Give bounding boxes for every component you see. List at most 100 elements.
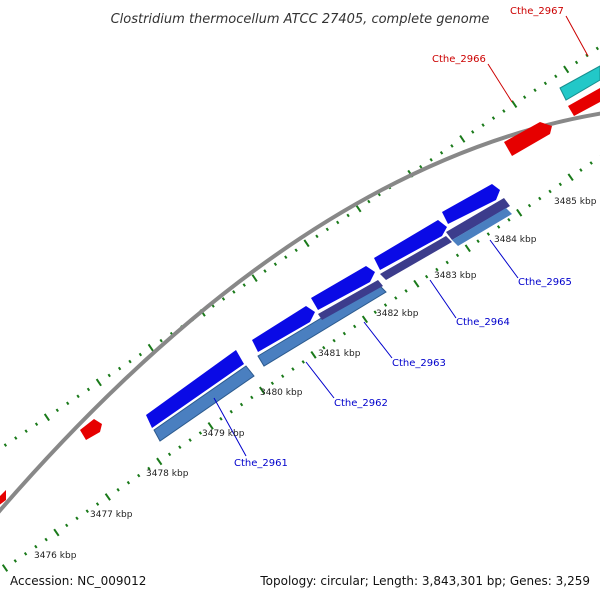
inner-row-tick [435, 267, 439, 272]
gene-cthe-2965-outer[interactable] [442, 184, 500, 224]
gene-label-cthe-2965[interactable]: Cthe_2965 [518, 277, 572, 288]
inner-row-tick [589, 161, 593, 165]
gene-cthe-2963-inner[interactable] [318, 280, 383, 320]
outer-row-tick [419, 164, 423, 169]
outer-row-tick [24, 429, 28, 433]
gene-label-cthe-2966[interactable]: Cthe_2966 [432, 54, 486, 65]
outer-row-tick [76, 394, 80, 399]
inner-row-tick [301, 360, 305, 364]
gene-red-small[interactable] [80, 419, 102, 440]
outer-row-tick [459, 135, 466, 143]
outer-row-tick [574, 60, 579, 65]
outer-row-tick [563, 65, 570, 74]
outer-row-tick [533, 88, 537, 93]
gene-label-cthe-2962[interactable]: Cthe_2962 [334, 398, 388, 409]
gene-cthe-2965-inner-a[interactable] [446, 198, 510, 240]
outer-row-tick [3, 443, 8, 447]
outer-row-tick [232, 290, 236, 294]
tick-rows [1, 46, 600, 572]
gene-label-cthe-2961[interactable]: Cthe_2961 [234, 458, 288, 469]
outer-row-tick [43, 413, 50, 422]
red-callout-lines [487, 15, 589, 103]
outer-row-tick [242, 283, 246, 287]
outer-row-tick [450, 144, 454, 148]
outer-row-tick [86, 387, 91, 392]
gene-cthe-2961-inner[interactable] [153, 365, 255, 442]
outer-row-tick [294, 248, 298, 253]
kbp-label-3484: 3484 kbp [494, 235, 537, 245]
outer-row-tick [543, 81, 548, 86]
inner-row-tick [361, 315, 369, 324]
inner-row-tick [53, 528, 60, 537]
inner-row-tick [280, 374, 285, 378]
inner-row-tick [13, 559, 17, 563]
outer-row-tick [439, 151, 444, 155]
inner-row-tick [34, 544, 38, 549]
outer-row-tick [522, 95, 527, 99]
outer-row-tick [55, 408, 59, 413]
inner-row-tick [394, 296, 398, 300]
kbp-label-3481: 3481 kbp [318, 349, 361, 359]
gene-label-cthe-2963[interactable]: Cthe_2963 [392, 358, 446, 369]
gene-label-cthe-2964[interactable]: Cthe_2964 [456, 317, 510, 328]
inner-row-tick [23, 551, 28, 556]
inner-row-tick [126, 480, 131, 485]
gene-callout-lines [213, 239, 519, 457]
inner-row-tick [445, 260, 449, 265]
inner-row-tick [137, 473, 141, 478]
gene-red-left-edge[interactable] [0, 490, 6, 506]
outer-row-tick [491, 116, 496, 120]
outer-row-tick [221, 297, 226, 301]
accession-text: Accession: NC_009012 [10, 574, 146, 588]
outer-row-tick [159, 338, 163, 343]
inner-row-tick [198, 431, 203, 435]
outer-row-tick [263, 269, 267, 273]
inner-row-tick [259, 386, 266, 395]
inner-row-tick [167, 452, 172, 457]
inner-row-tick [413, 279, 420, 288]
gene-cthe-2964-outer[interactable] [374, 220, 447, 270]
gene-red-far-right[interactable] [568, 88, 600, 116]
gene-cthe-2967[interactable] [559, 65, 600, 101]
outer-row-tick [284, 255, 288, 260]
inner-row-tick [342, 331, 347, 336]
gene-cthe-2961-outer[interactable] [146, 350, 244, 428]
outer-row-tick [147, 343, 154, 352]
outer-row-tick [95, 378, 102, 387]
inner-row-tick [1, 564, 9, 572]
outer-row-tick [336, 220, 340, 225]
gene-features [0, 65, 600, 506]
inner-row-tick [567, 173, 574, 182]
kbp-label-3482: 3482 kbp [376, 309, 419, 319]
inner-row-tick [496, 225, 501, 229]
gene-cthe-2966[interactable] [504, 122, 552, 156]
inner-row-tick [322, 345, 326, 350]
outer-row-tick [34, 422, 39, 426]
gene-cthe-2964-inner[interactable] [380, 236, 452, 280]
gene-cthe-2965-inner-b[interactable] [452, 208, 512, 246]
kbp-label-3478: 3478 kbp [146, 469, 189, 479]
outer-row-tick [367, 199, 371, 204]
map-title: Clostridium thermocellum ATCC 27405, com… [111, 12, 490, 27]
gene-labels: Cthe_2961 Cthe_2962 Cthe_2963 Cthe_2964 Cthe… [234, 6, 572, 469]
inner-row-tick [156, 457, 163, 466]
outer-row-tick [429, 157, 433, 162]
inner-row-tick [558, 182, 563, 187]
inner-row-tick [116, 488, 120, 492]
gene-cthe-2962-outer[interactable] [252, 306, 315, 352]
inner-row-tick [464, 244, 471, 253]
gene-cthe-2963-outer[interactable] [311, 266, 375, 310]
inner-row-tick [270, 381, 275, 386]
inner-row-tick [95, 502, 100, 506]
kbp-labels: 3476 kbp 3477 kbp 3478 kbp 3479 kbp 3480 kbp… [34, 197, 597, 561]
outer-row-tick [315, 234, 319, 239]
inner-row-tick [486, 232, 491, 236]
kbp-label-3485: 3485 kbp [554, 197, 597, 207]
kbp-label-3479: 3479 kbp [202, 429, 245, 439]
inner-row-tick [352, 324, 357, 329]
kbp-label-3483: 3483 kbp [434, 271, 477, 281]
inner-row-tick [85, 509, 89, 513]
gene-label-cthe-2967[interactable]: Cthe_2967 [510, 6, 564, 17]
inner-row-tick [424, 274, 429, 279]
